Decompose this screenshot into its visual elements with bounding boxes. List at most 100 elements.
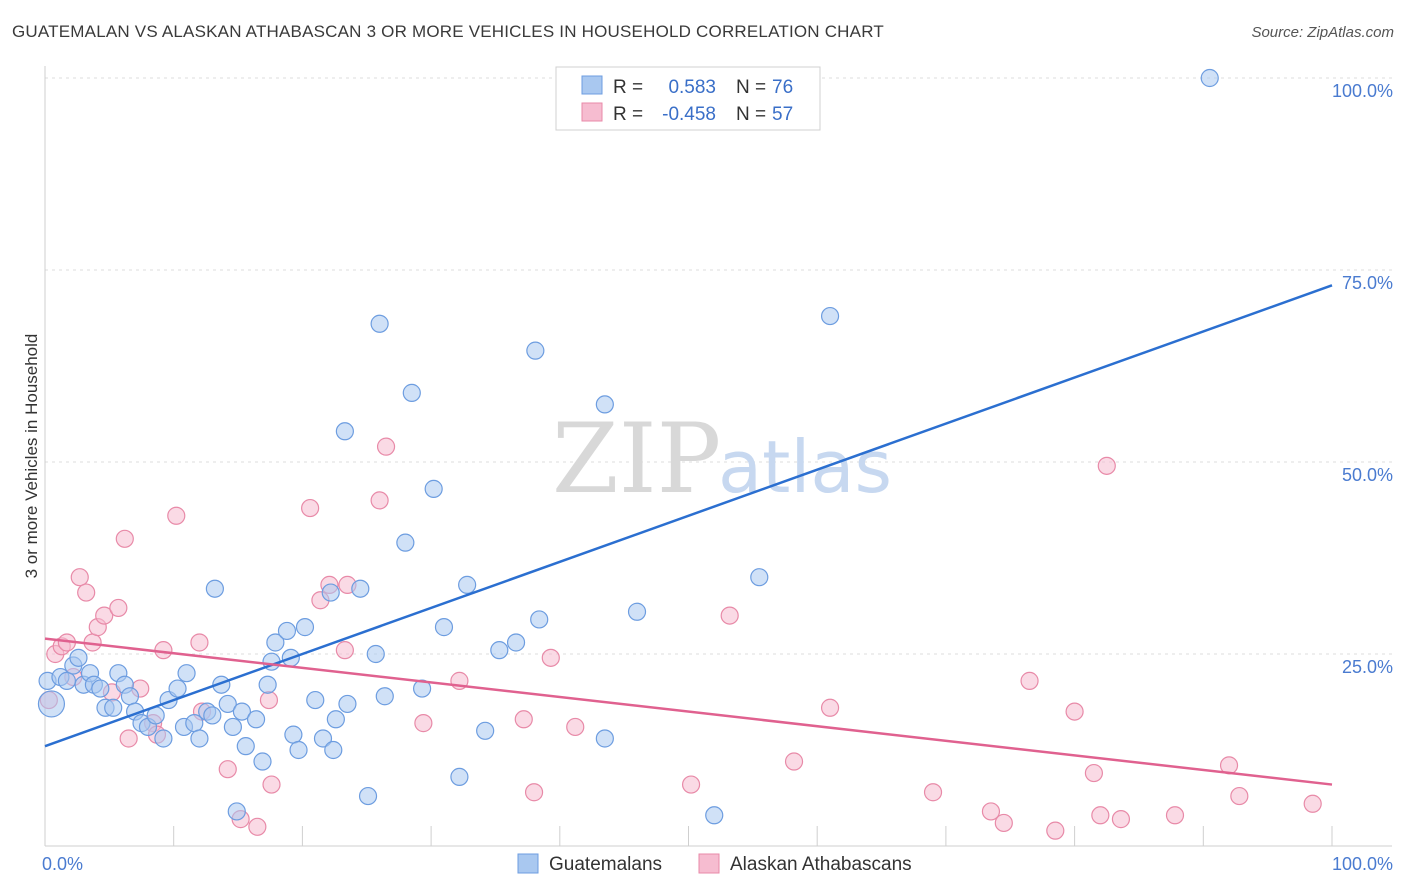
guatemalan-point-58 xyxy=(402,383,421,402)
athabascan-point-41 xyxy=(784,752,804,771)
series-alaskan-athabascans xyxy=(39,437,1322,840)
guatemalan-point-47 xyxy=(321,583,340,602)
athabascan-point-5 xyxy=(70,568,89,587)
guatemalan-point-63 xyxy=(458,575,477,594)
guatemalan-point-5 xyxy=(69,648,88,667)
athabascan-point-55 xyxy=(1230,786,1249,806)
guatemalan-point-53 xyxy=(358,786,378,806)
guatemalan-point-32 xyxy=(227,802,246,821)
watermark-zip: ZIP xyxy=(552,403,721,515)
athabascan-point-42 xyxy=(820,698,840,717)
source-label: Source: ZipAtlas.com xyxy=(1251,24,1394,41)
legend-r-label-1: R = xyxy=(613,77,643,98)
guatemalan-point-64 xyxy=(476,721,495,740)
athabascan-point-43 xyxy=(923,783,943,802)
x-tick-labels: 0.0% 100.0% xyxy=(42,854,1393,874)
series-legend: Guatemalans Alaskan Athabascans xyxy=(517,853,912,875)
guatemalan-point-40 xyxy=(277,621,297,641)
athabascan-point-47 xyxy=(1046,821,1065,840)
athabascan-point-19 xyxy=(190,633,209,652)
legend-n-label-2: N = xyxy=(736,104,766,125)
guatemalan-point-21 xyxy=(168,679,187,698)
legend-n-value-2: 57 xyxy=(772,104,793,125)
series-guatemalans xyxy=(37,68,1219,825)
stats-legend: R = 0.583 N = 76 R = -0.458 N = 57 xyxy=(555,66,821,131)
athabascan-point-52 xyxy=(1111,810,1131,829)
guatemalan-point-54 xyxy=(366,644,385,664)
guatemalan-point-74 xyxy=(820,306,840,326)
guatemalan-point-14 xyxy=(120,687,140,706)
guatemalan-point-65 xyxy=(490,641,509,660)
guatemalan-point-1 xyxy=(37,690,66,718)
guatemalan-point-34 xyxy=(236,737,255,756)
athabascan-point-35 xyxy=(514,710,533,729)
athabascan-point-51 xyxy=(1097,456,1116,475)
legend-r-value-1: 0.583 xyxy=(668,77,716,98)
legend-r-value-2: -0.458 xyxy=(662,104,716,125)
athabascan-point-36 xyxy=(524,783,544,802)
guatemalan-point-57 xyxy=(396,533,415,552)
watermark: ZIP atlas xyxy=(552,403,892,515)
athabascan-point-23 xyxy=(248,817,267,836)
guatemalan-point-67 xyxy=(530,610,549,629)
guatemalan-point-60 xyxy=(424,479,443,498)
y-axis-label: 3 or more Vehicles in Household xyxy=(22,334,41,579)
guatemalan-point-52 xyxy=(351,579,370,598)
guatemalan-point-62 xyxy=(450,767,469,786)
guatemalan-point-9 xyxy=(91,679,110,698)
x-tick-label-1: 100.0% xyxy=(1332,854,1393,874)
athabascan-point-33 xyxy=(414,714,433,733)
chart-title: GUATEMALAN VS ALASKAN ATHABASCAN 3 OR MO… xyxy=(12,22,884,41)
legend-swatch-blue xyxy=(581,75,603,95)
guatemalan-point-61 xyxy=(434,618,454,637)
athabascan-point-40 xyxy=(720,606,739,625)
guatemalan-point-55 xyxy=(370,314,389,333)
guatemalan-point-19 xyxy=(154,729,173,748)
guatemalan-point-49 xyxy=(326,710,345,729)
athabascan-point-12 xyxy=(115,529,134,548)
guatemalan-point-31 xyxy=(223,717,243,737)
athabascan-point-49 xyxy=(1084,763,1104,783)
guatemalan-point-39 xyxy=(266,633,285,652)
y-tick-labels: 25.0% 50.0% 75.0% 100.0% xyxy=(1332,81,1393,677)
athabascan-point-48 xyxy=(1065,702,1084,721)
athabascan-point-11 xyxy=(109,598,128,618)
guatemalan-point-73 xyxy=(750,568,769,587)
guatemalan-point-33 xyxy=(232,702,252,721)
bottom-legend-swatch-pink xyxy=(698,853,720,874)
guatemalan-point-37 xyxy=(258,675,277,694)
legend-swatch-pink xyxy=(581,102,603,122)
guatemalan-point-48 xyxy=(324,740,343,760)
guatemalan-point-28 xyxy=(205,579,224,598)
guatemalan-point-59 xyxy=(412,679,432,698)
legend-n-value-1: 76 xyxy=(772,77,793,98)
athabascan-point-56 xyxy=(1303,794,1322,813)
athabascan-point-6 xyxy=(77,583,96,602)
x-tick-label-0: 0.0% xyxy=(42,854,83,874)
guatemalan-point-42 xyxy=(284,725,303,744)
grid-lines xyxy=(45,77,1392,655)
athabascan-trend-line xyxy=(44,637,1333,786)
athabascan-point-18 xyxy=(167,506,186,525)
guatemalan-point-69 xyxy=(595,395,614,414)
athabascan-point-13 xyxy=(119,729,138,748)
guatemalan-point-72 xyxy=(705,806,724,825)
guatemalan-point-75 xyxy=(1200,68,1219,88)
guatemalan-trend-line xyxy=(44,284,1333,748)
athabascan-point-31 xyxy=(370,491,389,510)
athabascan-point-39 xyxy=(681,775,701,794)
guatemalan-point-3 xyxy=(57,671,76,690)
guatemalan-point-51 xyxy=(338,694,357,714)
guatemalan-point-45 xyxy=(306,690,325,710)
guatemalan-point-30 xyxy=(218,694,237,714)
guatemalan-point-46 xyxy=(313,729,333,748)
y-tick-label-0: 25.0% xyxy=(1342,657,1393,677)
legend-r-label-2: R = xyxy=(613,104,643,125)
guatemalan-point-50 xyxy=(335,422,354,441)
athabascan-point-46 xyxy=(1020,671,1039,690)
axes xyxy=(44,66,1392,847)
guatemalan-point-68 xyxy=(526,341,545,360)
guatemalan-point-27 xyxy=(203,706,222,725)
athabascan-point-50 xyxy=(1091,806,1110,825)
